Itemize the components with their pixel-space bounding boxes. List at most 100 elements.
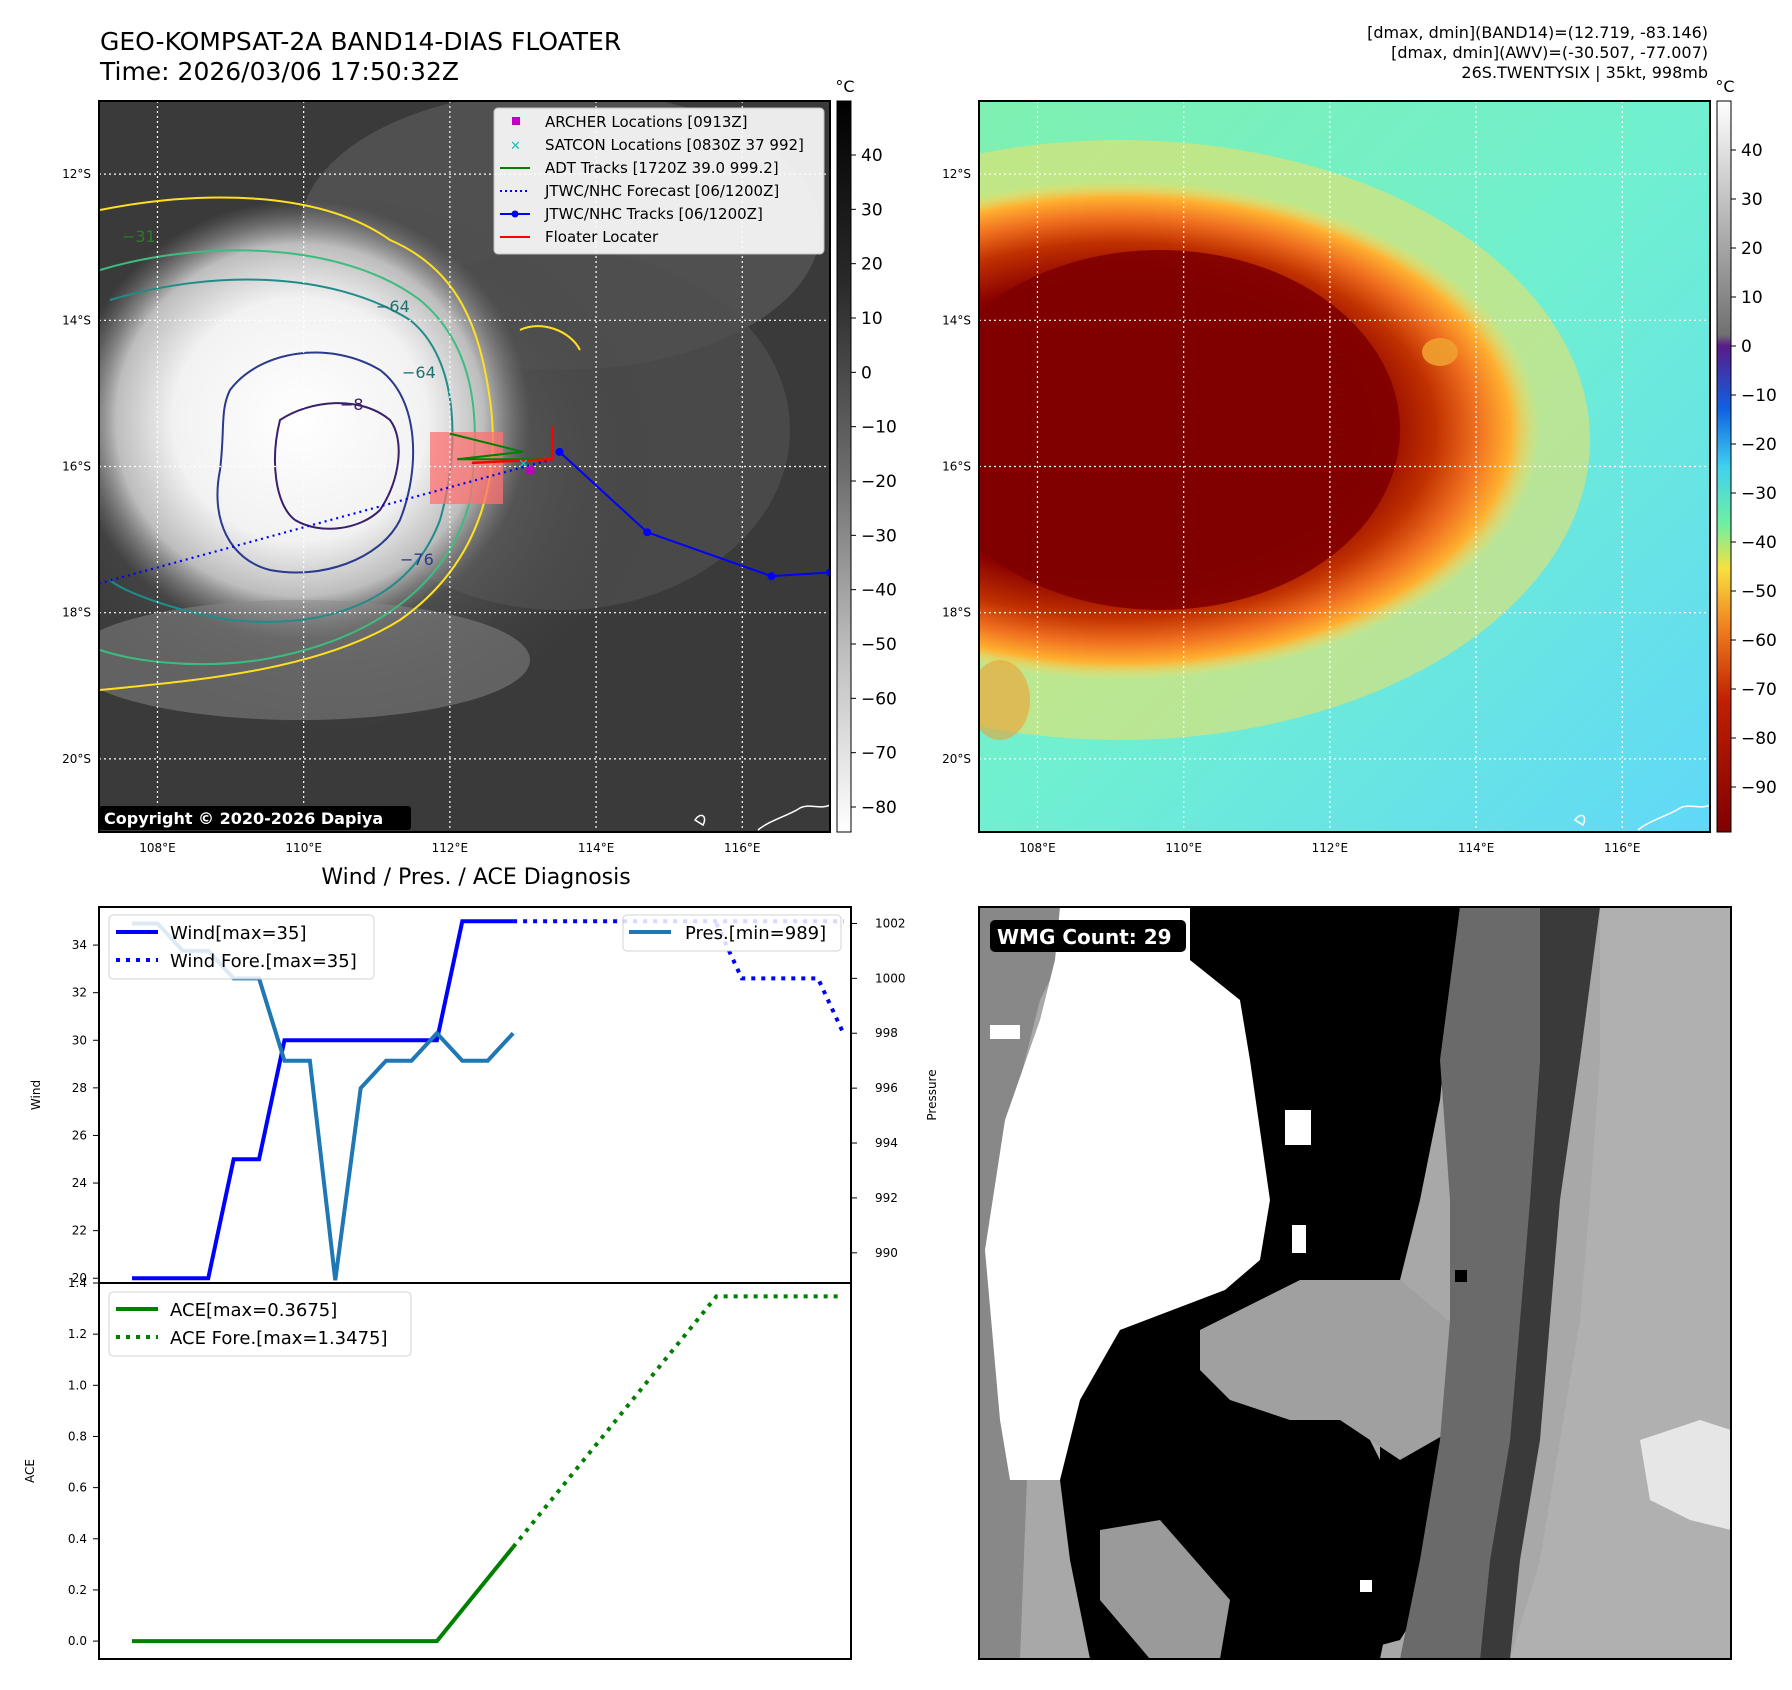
colorbar-tick-label: −50: [861, 635, 897, 655]
lon-tick-label: 110°E: [285, 841, 322, 855]
colorbar-tick-label: −80: [861, 798, 897, 818]
ir-cloud-core: [99, 200, 530, 640]
colorbar-tick-label: −20: [1741, 435, 1777, 455]
lat-tick-label: 20°S: [942, 752, 971, 766]
y-tick-label: 0.8: [68, 1429, 87, 1443]
colorbar-tick-label: −10: [861, 418, 897, 438]
y-tick-label: 1.0: [68, 1378, 87, 1392]
lon-tick-label: 108°E: [139, 841, 176, 855]
floater-box: [430, 432, 503, 504]
ir-frame: [98, 100, 831, 833]
ir-map-panel: −31 −64 −64 −76 −8 ✕ ARCHER Locations [0…: [62, 77, 897, 855]
coastline: [757, 804, 830, 831]
jtwc-track-line: [558, 451, 830, 578]
ace-plot: 0.0 0.2 0.4 0.6 0.8 1.0 1.2 1.4: [68, 1276, 844, 1648]
floater-locater-line: [471, 426, 554, 465]
coastline: [1573, 814, 1586, 827]
y-tick-label: 32: [72, 986, 87, 1000]
satcon-marker-icon: ✕: [510, 139, 521, 154]
copyright-badge: [99, 806, 411, 830]
pressure-legend: [622, 914, 842, 952]
y-tick-label: 1.4: [68, 1276, 87, 1290]
colorbar-tick-label: −50: [1741, 582, 1777, 602]
lat-tick-label: 12°S: [62, 167, 91, 181]
colorbar-tick-label: −30: [861, 526, 897, 546]
wmg-panel: WMG Count: 29: [978, 906, 1732, 1660]
colorbar-tick-label: −40: [861, 581, 897, 601]
legend-floater: Floater Locater: [545, 228, 659, 246]
colorbar-tick-label: −30: [1741, 484, 1777, 504]
legend-ace-fore: ACE Fore.[max=1.3475]: [170, 1328, 388, 1349]
ace-panel: ACE 0.0 0.2 0.4 0.6 0.8 1.0 1.2 1.4 ACE[max=0.3…: [23, 1276, 852, 1660]
lat-tick-label: 12°S: [942, 167, 971, 181]
lat-tick-label: 14°S: [62, 313, 91, 327]
colorbar-tick-label: 0: [861, 363, 872, 383]
y-right-tick-label: 994: [875, 1136, 898, 1150]
legend-wind-fore: Wind Fore.[max=35]: [170, 951, 357, 972]
y-right-tick-label: 1000: [875, 971, 906, 985]
y-right-tick-label: 998: [875, 1026, 898, 1040]
ace-axis-label: ACE: [23, 1459, 37, 1483]
stats-storm: 26S.TWENTYSIX | 35kt, 998mb: [1461, 63, 1708, 82]
jtwc-forecast-line: [99, 458, 553, 585]
wind-legend: [108, 914, 375, 980]
colorbar-tick-label: 30: [1741, 190, 1763, 210]
lon-tick-label: 116°E: [724, 841, 761, 855]
colorbar-tick-label: −70: [1741, 680, 1777, 700]
ir-colorbar-unit: °C: [835, 77, 854, 96]
colorbar-tick-label: −40: [1741, 533, 1777, 553]
y-tick-label: 1.2: [68, 1327, 87, 1341]
legend-tracks: JTWC/NHC Tracks [06/1200Z]: [544, 205, 763, 223]
y-right-tick-label: 990: [875, 1246, 898, 1260]
y-tick-label: 0.6: [68, 1481, 87, 1495]
y-tick-label: 22: [72, 1224, 87, 1238]
wmg-frame: [978, 906, 1732, 1660]
colorbar-tick-label: 10: [861, 309, 883, 329]
colorbar-tick-label: 20: [861, 255, 883, 275]
wind-axis-label: Wind: [29, 1080, 43, 1110]
adt-track-line: [449, 432, 545, 461]
legend-pressure: Pres.[min=989]: [685, 923, 826, 944]
y-right-tick-label: 1002: [875, 916, 906, 930]
contour-label: −8: [340, 395, 364, 414]
coastline: [1637, 804, 1710, 831]
copyright-text: Copyright © 2020-2026 Dapiya: [104, 809, 383, 828]
wind-pressure-panel: Wind / Pres. / ACE Diagnosis Wind Pressu…: [29, 865, 939, 1285]
contour-label: −64: [402, 363, 436, 382]
lon-tick-label: 112°E: [1312, 841, 1349, 855]
lon-tick-label: 116°E: [1604, 841, 1641, 855]
y-tick-label: 20: [72, 1271, 87, 1285]
y-tick-label: 0.0: [68, 1634, 87, 1648]
legend-ace: ACE[max=0.3675]: [170, 1300, 337, 1321]
awv-colorbar: [1716, 100, 1732, 833]
archer-marker-icon: [512, 117, 520, 125]
figure-title: GEO-KOMPSAT-2A BAND14-DIAS FLOATER: [100, 27, 621, 56]
y-tick-label: 26: [72, 1128, 87, 1142]
figure-time: Time: 2026/03/06 17:50:32Z: [99, 57, 459, 86]
y-tick-label: 30: [72, 1033, 87, 1047]
lat-tick-label: 16°S: [942, 460, 971, 474]
jtwc-track-point: [555, 447, 564, 456]
y-right-tick-label: 996: [875, 1081, 898, 1095]
awv-frame: [978, 100, 1711, 833]
legend-wind: Wind[max=35]: [170, 923, 307, 944]
series-line: [132, 1545, 515, 1644]
lon-tick-label: 108°E: [1019, 841, 1056, 855]
lon-tick-label: 112°E: [432, 841, 469, 855]
legend-satcon: SATCON Locations [0830Z 37 992]: [545, 136, 804, 154]
colorbar-tick-label: 30: [861, 200, 883, 220]
stats-awv: [dmax, dmin](AWV)=(-30.507, -77.007): [1391, 43, 1708, 62]
contour-31: [99, 196, 494, 691]
colorbar-tick-label: −90: [1741, 778, 1777, 798]
legend-adt: ADT Tracks [1720Z 39.0 999.2]: [545, 159, 779, 177]
y-tick-label: 28: [72, 1081, 87, 1095]
contour-8: [274, 402, 400, 530]
colorbar-tick-label: −20: [861, 472, 897, 492]
jtwc-track-point: [643, 528, 652, 537]
series-line: [132, 919, 514, 1281]
lat-tick-label: 18°S: [942, 606, 971, 620]
legend-forecast: JTWC/NHC Forecast [06/1200Z]: [544, 182, 779, 200]
diagnosis-title: Wind / Pres. / ACE Diagnosis: [321, 865, 630, 890]
y-tick-label: 34: [72, 938, 87, 952]
